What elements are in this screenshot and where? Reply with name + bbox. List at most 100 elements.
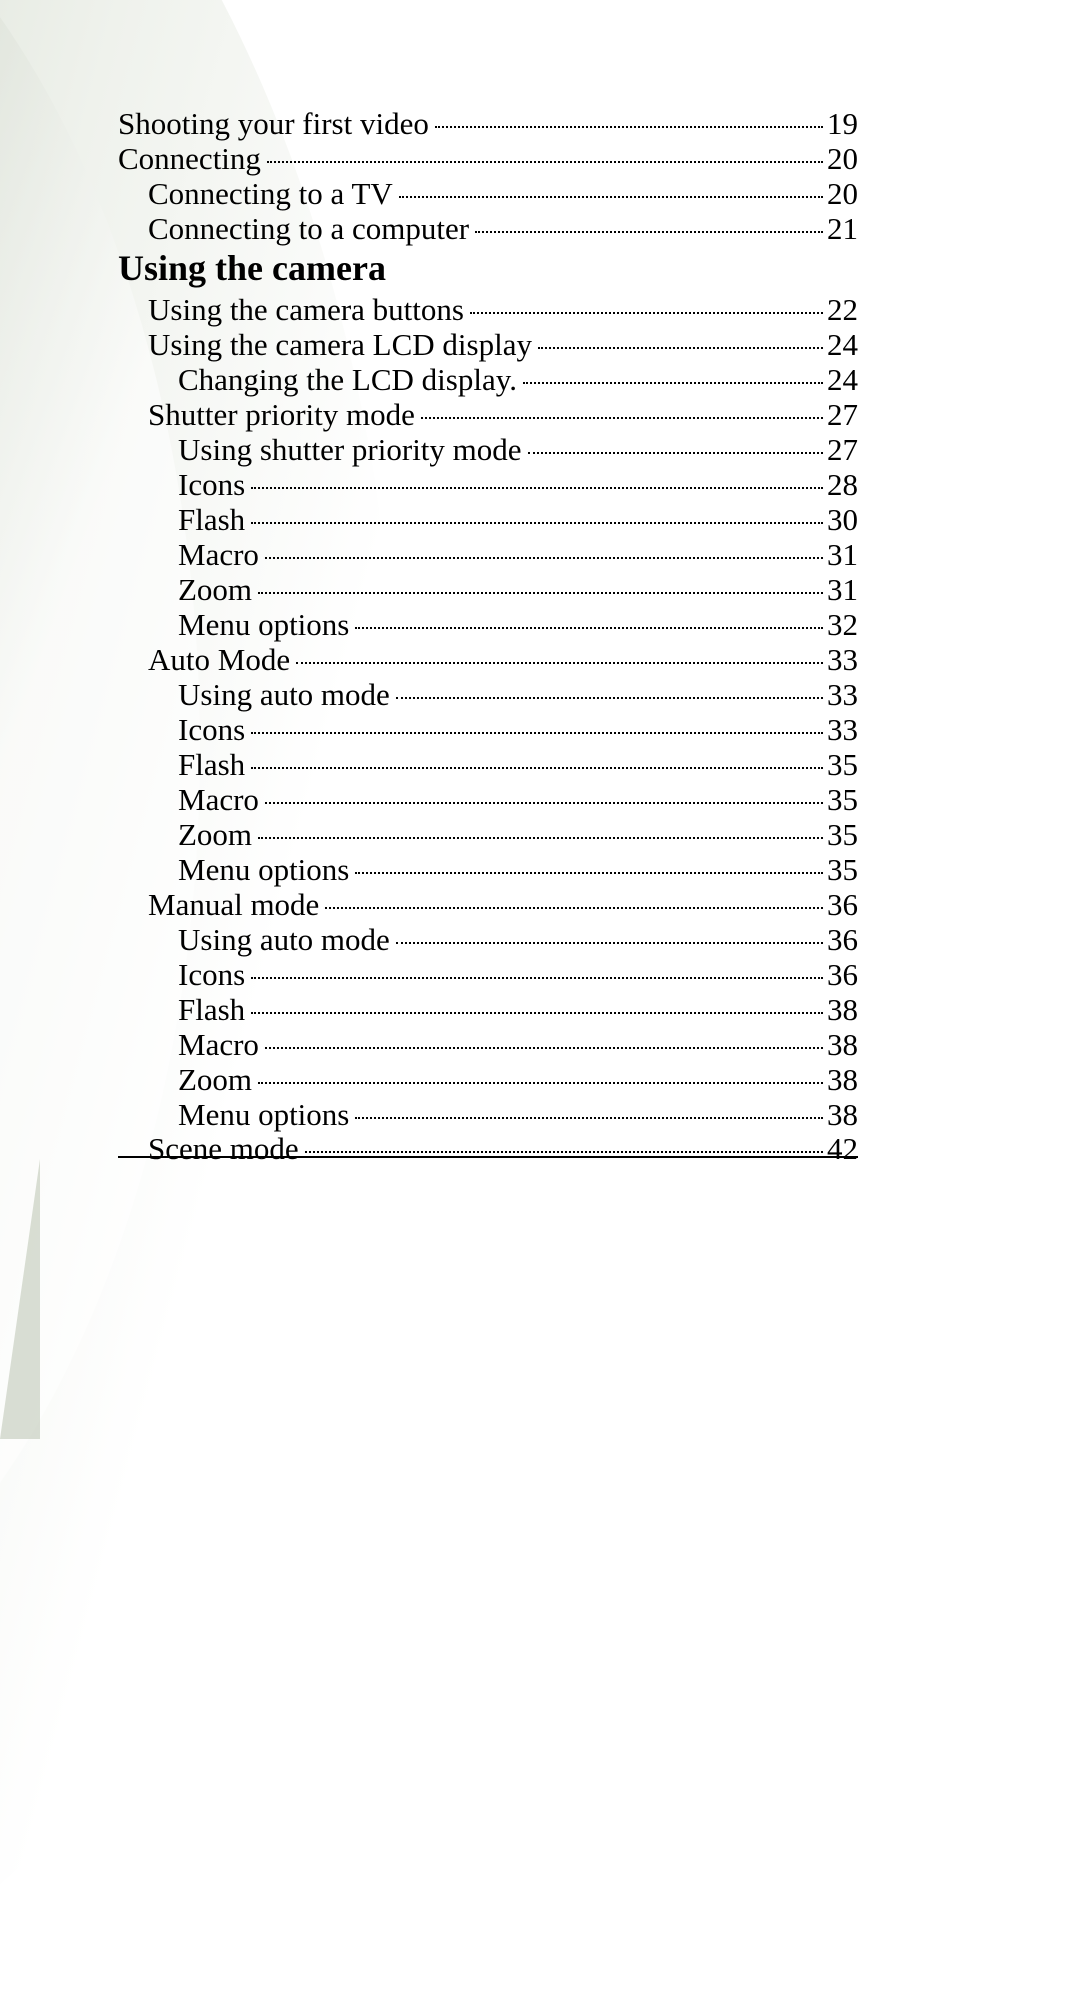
toc-leader-dots [251, 1012, 823, 1014]
toc-entry-page: 36 [825, 924, 858, 955]
toc-entry-title: Menu options [178, 609, 353, 640]
toc-entry-page: 28 [825, 469, 858, 500]
toc-entry-page: 27 [825, 399, 858, 430]
toc-entry-title: Icons [178, 469, 249, 500]
toc-entry: Zoom 31 [118, 574, 858, 605]
toc-entry: Macro35 [118, 784, 858, 815]
toc-leader-dots [396, 942, 823, 944]
toc-leader-dots [355, 1117, 823, 1119]
toc-leader-dots [265, 557, 823, 559]
toc-leader-dots [251, 732, 823, 734]
toc-entry-page: 24 [825, 329, 858, 360]
toc-entry-title: Zoom [178, 1064, 256, 1095]
toc-leader-dots [258, 1082, 823, 1084]
toc-entry-title: Icons [178, 714, 249, 745]
toc-leader-dots [325, 907, 823, 909]
toc-entry-page: 36 [825, 959, 858, 990]
toc-entry-page: 22 [825, 294, 858, 325]
toc-leader-dots [355, 627, 823, 629]
toc-entry-title: Connecting [118, 143, 265, 174]
toc-entry-title: Changing the LCD display. [178, 364, 521, 395]
toc-entry-page: 38 [825, 1099, 858, 1130]
bottom-cutoff-rule [118, 1156, 858, 1158]
toc-entry: Macro 31 [118, 539, 858, 570]
toc-entry-title: Menu options [178, 854, 353, 885]
toc-entry: Flash 35 [118, 749, 858, 780]
toc-entry: Menu options 32 [118, 609, 858, 640]
toc-leader-dots [267, 161, 823, 163]
toc-entry-title: Zoom [178, 574, 256, 605]
toc-entry-title: Menu options [178, 1099, 353, 1130]
toc-leader-dots [258, 837, 823, 839]
toc-section-heading: Using the camera [118, 250, 858, 288]
toc-entry: Zoom38 [118, 1064, 858, 1095]
toc-leader-dots [296, 662, 823, 664]
toc-entry: Flash 30 [118, 504, 858, 535]
toc-entry-title: Macro [178, 784, 263, 815]
toc-entry-page: 32 [825, 609, 858, 640]
toc-entry-title: Using auto mode [178, 679, 394, 710]
toc-entry: Connecting to a computer 21 [118, 213, 858, 244]
toc-leader-dots [470, 312, 823, 314]
toc-entry-title: Scene mode [148, 1133, 303, 1164]
toc-leader-dots [396, 697, 823, 699]
toc-entry-title: Using the camera buttons [148, 294, 468, 325]
toc-entry: Using auto mode 33 [118, 679, 858, 710]
toc-entry-page: 35 [825, 854, 858, 885]
toc-entry-page: 33 [825, 679, 858, 710]
toc-entry-page: 27 [825, 434, 858, 465]
toc-entry-title: Using auto mode [178, 924, 394, 955]
toc-entry-title: Flash [178, 749, 249, 780]
toc-entry: Macro 38 [118, 1029, 858, 1060]
toc-entry-title: Flash [178, 504, 249, 535]
toc-leader-dots [251, 767, 823, 769]
toc-entry-page: 42 [825, 1133, 858, 1164]
toc-leader-dots [258, 592, 823, 594]
toc-entry-page: 35 [825, 819, 858, 850]
toc-entry-page: 31 [825, 574, 858, 605]
toc-entry-page: 31 [825, 539, 858, 570]
toc-entry-title: Connecting to a TV [148, 178, 397, 209]
toc-leader-dots [251, 487, 823, 489]
toc-entry: Scene mode 42 [118, 1133, 858, 1164]
toc-leader-dots [251, 522, 823, 524]
toc-entry-title: Macro [178, 1029, 263, 1060]
toc-entry: Connecting20 [118, 143, 858, 174]
toc-leader-dots [421, 417, 823, 419]
toc-entry: Auto Mode 33 [118, 644, 858, 675]
toc-entry: Using the camera LCD display 24 [118, 329, 858, 360]
toc-leader-dots [538, 347, 823, 349]
toc-entry-title: Flash [178, 994, 249, 1025]
toc-entry-page: 35 [825, 749, 858, 780]
toc-leader-dots [528, 452, 823, 454]
toc-entry-page: 30 [825, 504, 858, 535]
toc-entry: Connecting to a TV 20 [118, 178, 858, 209]
toc-entry-page: 21 [825, 213, 858, 244]
toc-entry-page: 33 [825, 644, 858, 675]
toc-entry-title: Using the camera LCD display [148, 329, 536, 360]
toc-entry-title: Connecting to a computer [148, 213, 473, 244]
toc-entry-page: 20 [825, 178, 858, 209]
toc-leader-dots [305, 1151, 823, 1153]
toc-entry: Flash 38 [118, 994, 858, 1025]
toc-entry: Using auto mode 36 [118, 924, 858, 955]
toc-leader-dots [265, 1047, 823, 1049]
toc-entry-title: Auto Mode [148, 644, 294, 675]
toc-entry: Manual mode36 [118, 889, 858, 920]
toc-leader-dots [265, 802, 823, 804]
toc-entry: Zoom35 [118, 819, 858, 850]
toc-entry: Icons 28 [118, 469, 858, 500]
toc-entry-title: Shooting your first video [118, 108, 433, 139]
toc-entry-title: Macro [178, 539, 263, 570]
toc-entry-page: 36 [825, 889, 858, 920]
toc-leader-dots [475, 231, 823, 233]
toc-entry-title: Using shutter priority mode [178, 434, 526, 465]
table-of-contents: Shooting your first video19Connecting20C… [118, 108, 858, 1169]
toc-entry-page: 33 [825, 714, 858, 745]
toc-entry-page: 38 [825, 994, 858, 1025]
toc-leader-dots [399, 196, 823, 198]
toc-leader-dots [435, 126, 823, 128]
toc-entry-page: 24 [825, 364, 858, 395]
toc-entry-page: 38 [825, 1029, 858, 1060]
toc-entry: Icons 33 [118, 714, 858, 745]
